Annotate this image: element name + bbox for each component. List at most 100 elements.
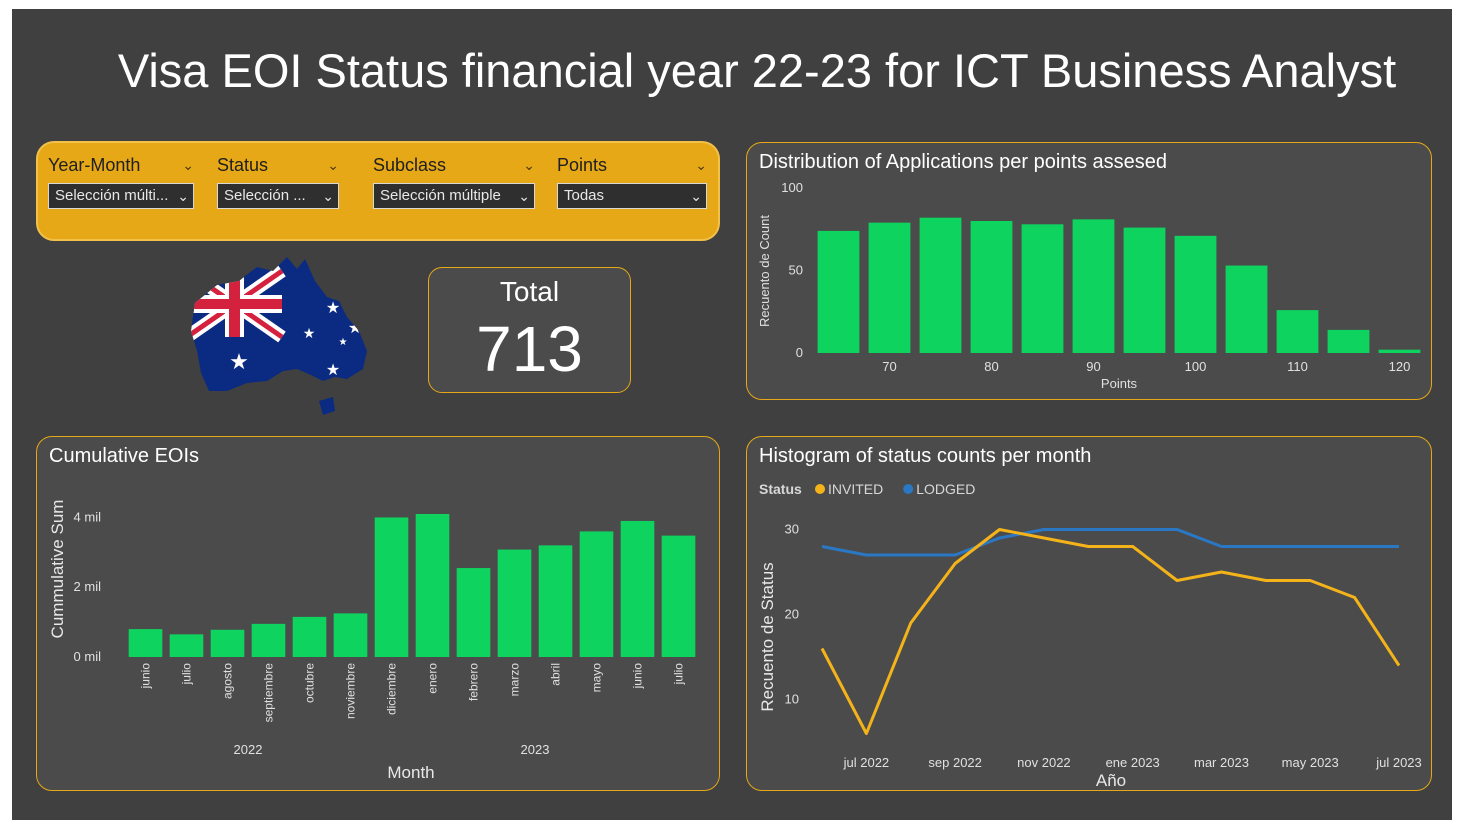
- series-line-invited: [820, 528, 1401, 735]
- svg-text:★: ★: [229, 349, 249, 374]
- bar: [919, 217, 962, 353]
- chart-title: Histogram of status counts per month: [759, 445, 1092, 467]
- x-axis-label: Points: [1101, 376, 1138, 391]
- slicer-dropdown[interactable]: Selección múltiple ⌄: [373, 183, 535, 209]
- slicer-status[interactable]: Status ⌄ Selección ... ⌄: [217, 153, 339, 209]
- x-tick-label: julio: [672, 663, 686, 686]
- x-tick-label: noviembre: [344, 663, 358, 719]
- y-tick-label: 50: [789, 263, 803, 278]
- x-tick-label: febrero: [467, 663, 481, 701]
- bar: [661, 535, 696, 657]
- chevron-down-icon: ⌄: [690, 188, 702, 204]
- bar: [292, 616, 327, 657]
- points-distribution-chart: 0 50 100 70 80 90 100 110 120 Points Recuento de C…: [757, 180, 1421, 391]
- bar: [333, 613, 368, 657]
- legend-swatch: [903, 484, 914, 494]
- chevron-down-icon[interactable]: ⌄: [523, 157, 535, 173]
- bar: [128, 629, 163, 657]
- svg-text:★: ★: [326, 362, 340, 379]
- x-tick-label: mayo: [590, 663, 604, 693]
- legend-entry: INVITED: [828, 481, 883, 497]
- svg-text:★: ★: [339, 337, 348, 348]
- x-tick-label: diciembre: [385, 663, 399, 715]
- x-axis-label: Month: [387, 763, 434, 782]
- bar: [374, 517, 409, 657]
- legend-entry: LODGED: [916, 481, 975, 497]
- slicer-value: Selección múltiple: [380, 187, 501, 204]
- x-tick-label: 110: [1287, 359, 1308, 374]
- bar: [970, 221, 1013, 353]
- x-tick-label: junio: [631, 663, 645, 690]
- bar: [538, 545, 573, 657]
- chart-title: Distribution of Applications per points …: [759, 151, 1168, 173]
- legend-swatch: [815, 484, 825, 494]
- points-distribution-panel: Distribution of Applications per points …: [746, 142, 1432, 400]
- slicer-panel: Year-Month ⌄ Selección múlti... ⌄ Status ⌄ …: [36, 141, 720, 241]
- bar: [169, 634, 204, 657]
- slicer-label: Status: [217, 155, 269, 175]
- bar: [579, 531, 614, 657]
- year-label: 2022: [234, 742, 263, 757]
- x-tick-label: octubre: [303, 663, 317, 703]
- svg-text:★: ★: [303, 325, 316, 341]
- slicer-dropdown[interactable]: Todas ⌄: [557, 183, 707, 209]
- bar: [868, 222, 911, 353]
- bar: [1378, 349, 1421, 353]
- x-tick-label: may 2023: [1282, 755, 1339, 770]
- x-axis-label: Año: [1096, 771, 1126, 790]
- status-histogram-panel: Histogram of status counts per month Sta…: [746, 436, 1432, 791]
- chevron-down-icon[interactable]: ⌄: [695, 157, 707, 173]
- chevron-down-icon[interactable]: ⌄: [182, 157, 194, 173]
- slicer-points[interactable]: Points ⌄ Todas ⌄: [557, 153, 707, 209]
- y-tick-label: 4 mil: [74, 509, 102, 524]
- status-line-chart: Status INVITED LODGED 10 20 30 jul 2022 sep 202…: [758, 481, 1422, 790]
- slicer-dropdown[interactable]: Selección múlti... ⌄: [48, 183, 194, 209]
- slicer-label: Year-Month: [48, 155, 141, 175]
- y-axis-label: Recuento de Count: [757, 215, 772, 327]
- x-tick-label: ene 2023: [1106, 755, 1160, 770]
- x-tick-label: nov 2022: [1017, 755, 1071, 770]
- bar: [1021, 224, 1064, 353]
- bar: [1327, 329, 1370, 353]
- y-tick-label: 10: [785, 692, 799, 707]
- y-tick-label: 20: [785, 607, 799, 622]
- slicer-subclass[interactable]: Subclass ⌄ Selección múltiple ⌄: [373, 153, 535, 209]
- y-axis-label: Recuento de Status: [758, 562, 777, 711]
- year-label: 2023: [521, 742, 550, 757]
- bar: [497, 549, 532, 657]
- chevron-down-icon: ⌄: [518, 188, 530, 204]
- x-tick-label: agosto: [221, 663, 235, 699]
- chevron-down-icon[interactable]: ⌄: [327, 157, 339, 173]
- bar: [620, 520, 655, 657]
- y-axis-label: Cummulative Sum: [48, 500, 67, 639]
- slicer-label: Subclass: [373, 155, 447, 175]
- x-tick-label: jul 2022: [843, 755, 890, 770]
- bar: [1276, 310, 1319, 353]
- y-tick-label: 2 mil: [74, 579, 102, 594]
- x-tick-label: abril: [549, 663, 563, 686]
- x-tick-label: julio: [180, 663, 194, 686]
- bar: [1123, 227, 1166, 353]
- page-title: Visa EOI Status financial year 22-23 for…: [117, 44, 1397, 97]
- slicer-year-month[interactable]: Year-Month ⌄ Selección múlti... ⌄: [48, 153, 194, 209]
- x-tick-label: 80: [984, 359, 998, 374]
- x-tick-label: 90: [1086, 359, 1100, 374]
- x-tick-label: marzo: [508, 663, 522, 697]
- bar: [415, 513, 450, 657]
- x-tick-label: 120: [1389, 359, 1411, 374]
- x-tick-label: septiembre: [262, 663, 276, 723]
- y-tick-label: 0: [796, 345, 803, 360]
- chart-title: Cumulative EOIs: [49, 445, 200, 467]
- legend-title: Status: [759, 481, 802, 497]
- x-tick-label: junio: [139, 663, 153, 690]
- x-tick-label: enero: [426, 663, 440, 694]
- slicer-dropdown[interactable]: Selección ... ⌄: [217, 183, 339, 209]
- bar: [251, 623, 286, 657]
- total-label: Total: [499, 276, 560, 307]
- slicer-value: Todas: [564, 187, 605, 204]
- slicer-label: Points: [557, 155, 608, 175]
- bar: [210, 629, 245, 657]
- bar: [817, 230, 860, 353]
- australia-flag-map-icon: ★ ★ ★ ★ ★ ★: [191, 257, 367, 415]
- bar: [1174, 235, 1217, 353]
